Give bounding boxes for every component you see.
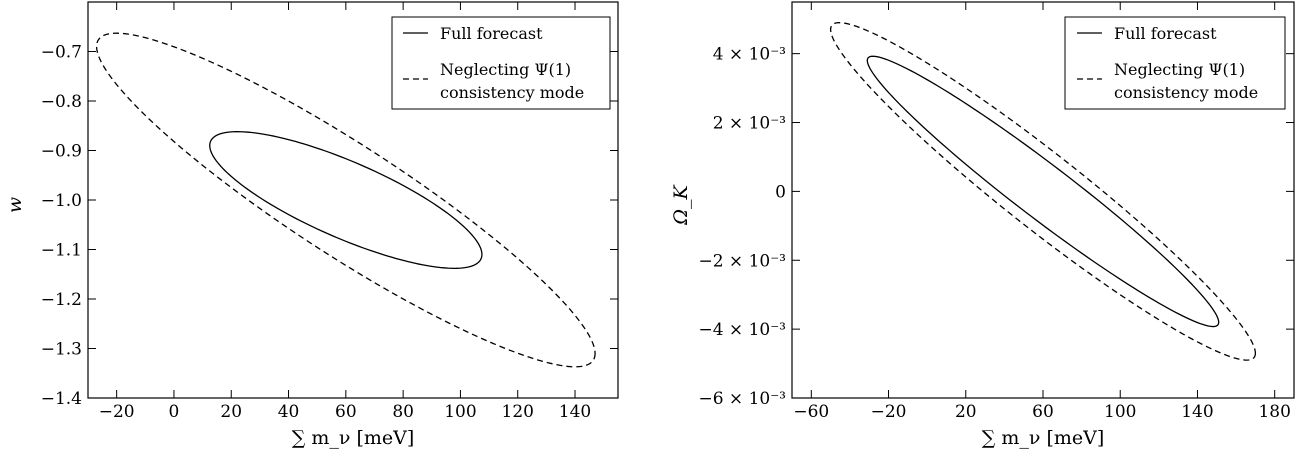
x-tick-label: 20: [955, 402, 977, 422]
right-ylabel: Ω_K: [670, 183, 692, 225]
right-legend-box: [1064, 16, 1286, 110]
x-tick-label: 140: [559, 402, 591, 422]
right-contours: [829, 21, 1257, 361]
x-tick-label: −20: [871, 402, 907, 422]
y-tick-label: −1.3: [41, 340, 82, 360]
x-tick-label: 120: [502, 402, 534, 422]
x-tick-label: 60: [335, 402, 357, 422]
right-legend-consistency: consistency mode: [1114, 83, 1258, 102]
x-tick-label: 80: [392, 402, 414, 422]
left-ticks: −20 0 20 40 60 80 100 120 140 −1.4 −1.3 −1.2 −1.1 −1.…: [41, 2, 618, 422]
right-legend-full: Full forecast: [1114, 24, 1217, 43]
left-legend-neglect-main: Neglecting Ψ(1): [440, 60, 571, 79]
y-tick-label: −0.7: [41, 43, 82, 63]
y-tick-label: −4 × 10⁻³: [698, 320, 786, 340]
right-panel: −60 −20 20 60 100 140 180 −6 × 10⁻³ −4 × 10⁻³ −2 …: [670, 1, 1295, 449]
y-tick-label: −0.8: [41, 92, 82, 112]
solid-contour: [209, 131, 483, 269]
right-xlabel: ∑ m_ν [meV]: [982, 427, 1105, 449]
solid-contour: [866, 55, 1220, 328]
y-tick-label: −6 × 10⁻³: [698, 389, 786, 409]
right-legend: Full forecast Neglecting Ψ(1) consistenc…: [1064, 16, 1286, 110]
left-xlabel: ∑ m_ν [meV]: [292, 427, 415, 449]
x-tick-label: 180: [1258, 402, 1290, 422]
x-tick-label: 100: [444, 402, 476, 422]
x-tick-label: −60: [793, 402, 829, 422]
y-tick-label: −1.2: [41, 290, 82, 310]
left-contours: [95, 32, 596, 368]
y-tick-label: 2 × 10⁻³: [713, 114, 786, 134]
left-legend-box: [391, 16, 611, 110]
y-tick-label: −0.9: [41, 142, 82, 162]
left-panel: −20 0 20 40 60 80 100 120 140 −1.4 −1.3 −1.2 −1.1 −1.…: [4, 1, 619, 449]
y-tick-label: −2 × 10⁻³: [698, 251, 786, 271]
x-tick-label: 40: [278, 402, 300, 422]
right-legend-neglect: Neglecting Ψ(1): [1114, 60, 1245, 79]
y-tick-label: 0: [775, 182, 786, 202]
x-tick-label: 60: [1032, 402, 1054, 422]
left-ylabel: w: [4, 197, 26, 213]
x-tick-label: −20: [99, 402, 135, 422]
right-ticks: −60 −20 20 60 100 140 180 −6 × 10⁻³ −4 × 10⁻³ −2 …: [698, 2, 1294, 422]
y-tick-label: −1.1: [41, 241, 82, 261]
left-legend: Full forecast Neglecting Ψ(1) consistenc…: [391, 16, 611, 110]
y-tick-label: 4 × 10⁻³: [713, 45, 786, 65]
x-tick-label: 20: [220, 402, 242, 422]
left-legend-consistency: consistency mode: [440, 83, 584, 102]
x-tick-label: 0: [169, 402, 180, 422]
dashed-contour: [829, 21, 1257, 361]
x-tick-label: 140: [1181, 402, 1213, 422]
left-legend-full: Full forecast: [440, 24, 543, 43]
x-tick-label: 100: [1104, 402, 1136, 422]
y-tick-label: −1.0: [41, 191, 82, 211]
y-tick-label: −1.4: [41, 389, 82, 409]
left-legend-neglect: Neglecting Ψ(1): [440, 60, 571, 79]
